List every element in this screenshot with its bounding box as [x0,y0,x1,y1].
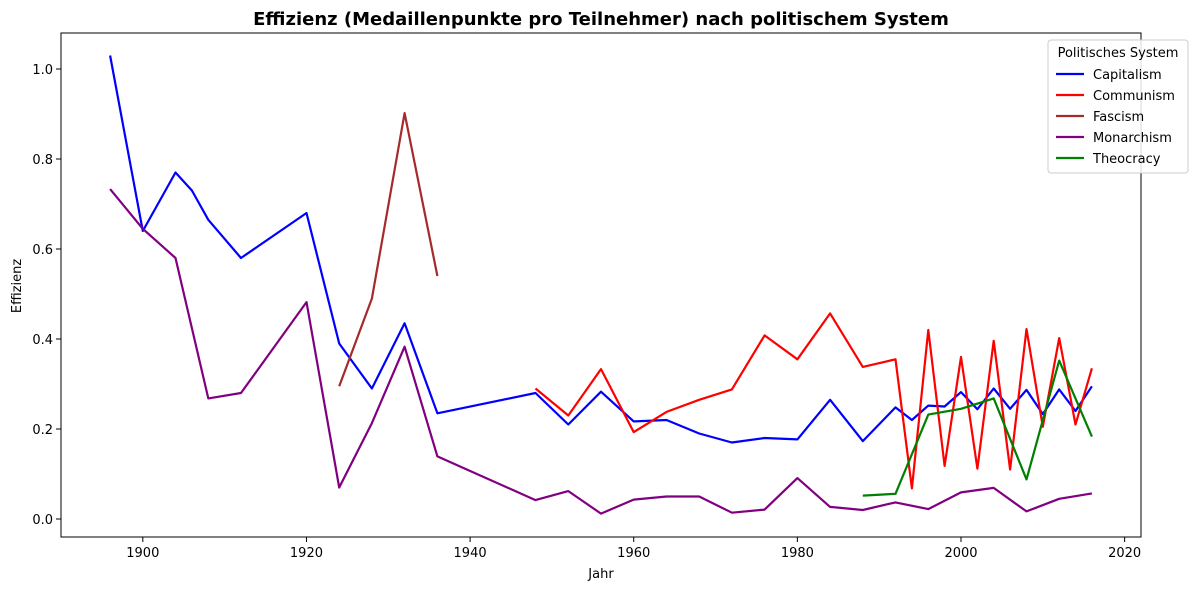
y-tick-label: 1.0 [32,63,53,78]
series-line-theocracy [862,359,1093,497]
y-tick-label: 0.0 [32,513,53,528]
plot-frame [60,32,1142,538]
x-tick-label: 1900 [126,546,159,561]
legend-title: Politisches System [1058,46,1179,61]
x-tick-label: 1940 [454,546,487,561]
series-line-communism [534,312,1093,490]
y-tick-label: 0.6 [32,243,53,258]
x-axis-label: Jahr [587,567,614,582]
series-line-monarchism [109,188,1093,515]
y-axis-label: Effizienz [10,259,25,313]
series-line-capitalism [109,55,1093,444]
legend: Politisches System Capitalism Communism Fas… [1047,39,1189,174]
y-tick-label: 0.2 [32,423,53,438]
legend-label-theocracy: Theocracy [1092,152,1161,167]
y-axis: 0.0 0.2 0.4 0.6 0.8 1.0 [32,63,61,528]
x-tick-label: 2000 [944,546,977,561]
legend-label-fascism: Fascism [1093,110,1144,125]
legend-label-communism: Communism [1093,89,1175,104]
legend-label-monarchism: Monarchism [1093,131,1172,146]
x-tick-label: 1920 [290,546,323,561]
chart-title: Effizienz (Medaillenpunkte pro Teilnehme… [253,9,949,30]
x-tick-label: 2020 [1108,546,1141,561]
x-tick-label: 1980 [781,546,814,561]
x-axis: 1900 1920 1940 1960 1980 2000 2020 [126,537,1141,561]
series-line-fascism [338,111,439,387]
legend-label-capitalism: Capitalism [1093,68,1162,83]
y-tick-label: 0.4 [32,333,53,348]
y-tick-label: 0.8 [32,153,53,168]
plot-area [109,55,1093,515]
x-tick-label: 1960 [617,546,650,561]
